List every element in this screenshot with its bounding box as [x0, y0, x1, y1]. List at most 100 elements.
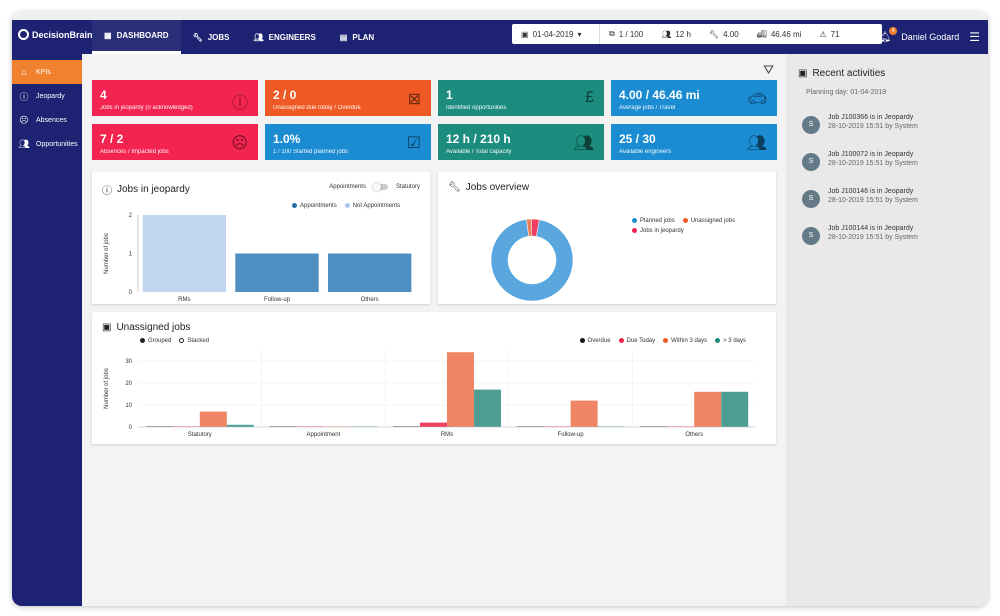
legend-dot	[344, 203, 350, 208]
y-tick-label: 2	[129, 213, 133, 219]
people-icon: 👥︎	[253, 32, 264, 42]
legend-item[interactable]: Within 3 days	[663, 338, 707, 344]
notification-bell-icon[interactable]: 🔔︎ 4	[878, 26, 898, 43]
legend-label: Due Today	[626, 338, 656, 345]
kpi-started-jobs[interactable]: 1.0% 1 / 100 Started planned jobs ☑	[265, 124, 431, 160]
jeopardy-chart: 0 1 2 Number of jobs RMs Follow-up Others	[104, 213, 412, 303]
sidebar-item-jeopardy[interactable]: ⓘ Jeopardy	[12, 84, 82, 108]
activity-meta: 28-10-2019 15:51 by System	[828, 160, 918, 167]
bar	[235, 253, 319, 292]
activity-title: Job J100072 is in Jeopardy	[828, 151, 914, 158]
legend-item[interactable]: > 3 days	[715, 338, 746, 344]
brand-logo[interactable]: DecisionBrain	[18, 29, 93, 40]
nav-jobs[interactable]: 🔧︎ JOBS	[181, 20, 242, 54]
recent-activities-panel: ▣ Recent activities Planning day: 01-04-…	[786, 54, 988, 606]
toggle-left-label: Appointments	[329, 184, 366, 190]
alert-circle-icon: ⓘ	[231, 95, 248, 112]
kpi-label: 1 / 100 Started planned jobs	[273, 149, 349, 155]
kpi-label: Identified opportunities	[446, 105, 507, 111]
overview-chart	[490, 218, 574, 302]
activity-item[interactable]: S Job J100144 is in Jeopardy 28-10-2019 1…	[802, 225, 972, 255]
x-tick-label: Statutory	[188, 432, 212, 438]
sidebar-item-opportunities[interactable]: 👥︎ Opportunities	[12, 132, 82, 156]
nav-plan[interactable]: ▤ PLAN	[328, 20, 386, 54]
sidebar-item-kpis[interactable]: ⌂ KPIs	[12, 60, 82, 84]
legend-label: Within 3 days	[671, 338, 708, 345]
activity-item[interactable]: S Job J100072 is in Jeopardy 28-10-2019 1…	[802, 151, 972, 181]
avatar: S	[802, 116, 820, 134]
pound-icon: £	[585, 89, 594, 106]
jeopardy-legend: Appointments Not Appointments	[292, 203, 400, 209]
wrench-icon: 🔧︎	[708, 29, 720, 39]
legend-item[interactable]: Overdue	[579, 338, 611, 344]
overview-title-text: Jobs overview	[465, 182, 530, 193]
legend-item[interactable]: Planned jobs	[632, 218, 675, 224]
x-tick-label: Follow-up	[558, 432, 585, 438]
jeopardy-title: ⓘ Jobs in jeopardy	[102, 182, 190, 197]
mode-grouped[interactable]: Grouped	[140, 338, 171, 344]
legend-item[interactable]: Appointments	[292, 203, 337, 209]
x-tick-label: RMs	[178, 297, 190, 303]
bar	[296, 426, 324, 427]
kpi-value: 12 h / 210 h	[446, 132, 511, 146]
filter-icon[interactable]: ⛛	[763, 62, 774, 77]
bar	[142, 215, 227, 292]
activity-item[interactable]: S Job J100366 is in Jeopardy 28-10-2019 1…	[802, 114, 972, 144]
kpi-unassigned[interactable]: 2 / 0 Unassigned due today / Overdue ⊠	[265, 80, 431, 116]
bar	[474, 389, 501, 427]
unassigned-card: ▣ Unassigned jobs Grouped Stacked Overdu…	[92, 312, 776, 444]
x-tick-label: Appointment	[307, 432, 341, 438]
y-tick-label: 1	[129, 252, 133, 258]
toggle-switch[interactable]	[372, 183, 388, 191]
nav-engineers[interactable]: 👥︎ ENGINEERS	[242, 20, 328, 54]
chevron-down-icon: ▾	[577, 29, 582, 39]
bar	[172, 426, 200, 427]
legend-item[interactable]: Jobs in jeopardy	[632, 228, 684, 234]
bar	[667, 426, 695, 427]
bar	[393, 426, 420, 427]
alerts-stat: ⚠︎ 71	[811, 24, 849, 44]
notification-badge: 4	[889, 26, 898, 35]
bar	[327, 253, 412, 292]
kpi-value: 4.00 / 46.46 mi	[619, 88, 700, 102]
menu-icon[interactable]: ☰	[969, 30, 980, 44]
jeopardy-toggle[interactable]: Appointments Statutory	[329, 183, 420, 191]
calendar-icon: ▣	[521, 29, 529, 39]
kpi-label: Absences / Impacted jobs	[100, 149, 169, 155]
kpi-label: Available / Total capacity	[446, 149, 512, 155]
kpi-available-engineers[interactable]: 25 / 30 Available engineers 👥︎	[611, 124, 777, 160]
overview-title: 🔧︎ Jobs overview	[448, 182, 529, 193]
jobs-stat: ⧉ 1 / 100	[600, 24, 652, 44]
mode-label: Grouped	[148, 338, 172, 345]
truck-icon: 🚚︎	[756, 29, 767, 39]
app-window: DecisionBrain ▦ DASHBOARD 🔧︎ JOBS 👥︎ ENG…	[12, 12, 988, 606]
mode-stacked[interactable]: Stacked	[179, 338, 209, 344]
unassigned-title: ▣ Unassigned jobs	[102, 322, 190, 333]
dashboard-icon: ▦	[104, 31, 112, 40]
legend-item[interactable]: Unassigned jobs	[682, 218, 735, 224]
y-tick-label: 0	[129, 290, 133, 296]
bar	[269, 426, 297, 427]
bar	[516, 426, 544, 427]
nav-dashboard[interactable]: ▦ DASHBOARD	[92, 20, 181, 54]
overview-legend: Planned jobs Unassigned jobs Jobs in jeo…	[632, 218, 762, 234]
sidebar-item-absences[interactable]: ☹ Absences	[12, 108, 82, 132]
user-name[interactable]: Daniel Godard	[901, 32, 960, 42]
kpi-jobs-in-jeopardy[interactable]: 4 Jobs in jeopardy (0 acknowledged) ⓘ	[92, 80, 258, 116]
jobs-stat-value: 1 / 100	[618, 29, 644, 39]
user-area: 🔔︎ 4 Daniel Godard ☰	[878, 26, 980, 44]
legend-dot	[632, 228, 637, 234]
activity-title: Job J100146 is in Jeopardy	[828, 188, 914, 195]
date-selector[interactable]: ▣ 01-04-2019 ▾	[512, 24, 600, 44]
activity-item[interactable]: S Job J100146 is in Jeopardy 28-10-2019 1…	[802, 188, 972, 218]
legend-item[interactable]: Due Today	[618, 338, 656, 345]
kpi-capacity[interactable]: 12 h / 210 h Available / Total capacity …	[438, 124, 604, 160]
wrench-icon: 🔧︎	[192, 32, 203, 42]
jeopardy-title-text: Jobs in jeopardy	[117, 184, 190, 195]
kpi-absences[interactable]: 7 / 2 Absences / Impacted jobs ☹	[92, 124, 258, 160]
kpi-average-jobs-travel[interactable]: 4.00 / 46.46 mi Average jobs / Travel 🚗︎	[611, 80, 777, 116]
legend-item[interactable]: Not Appointments	[344, 203, 400, 209]
top-bar: DecisionBrain ▦ DASHBOARD 🔧︎ JOBS 👥︎ ENG…	[12, 20, 988, 54]
calendar-icon: ▣	[102, 322, 112, 333]
kpi-opportunities[interactable]: 1 Identified opportunities £	[438, 80, 604, 116]
